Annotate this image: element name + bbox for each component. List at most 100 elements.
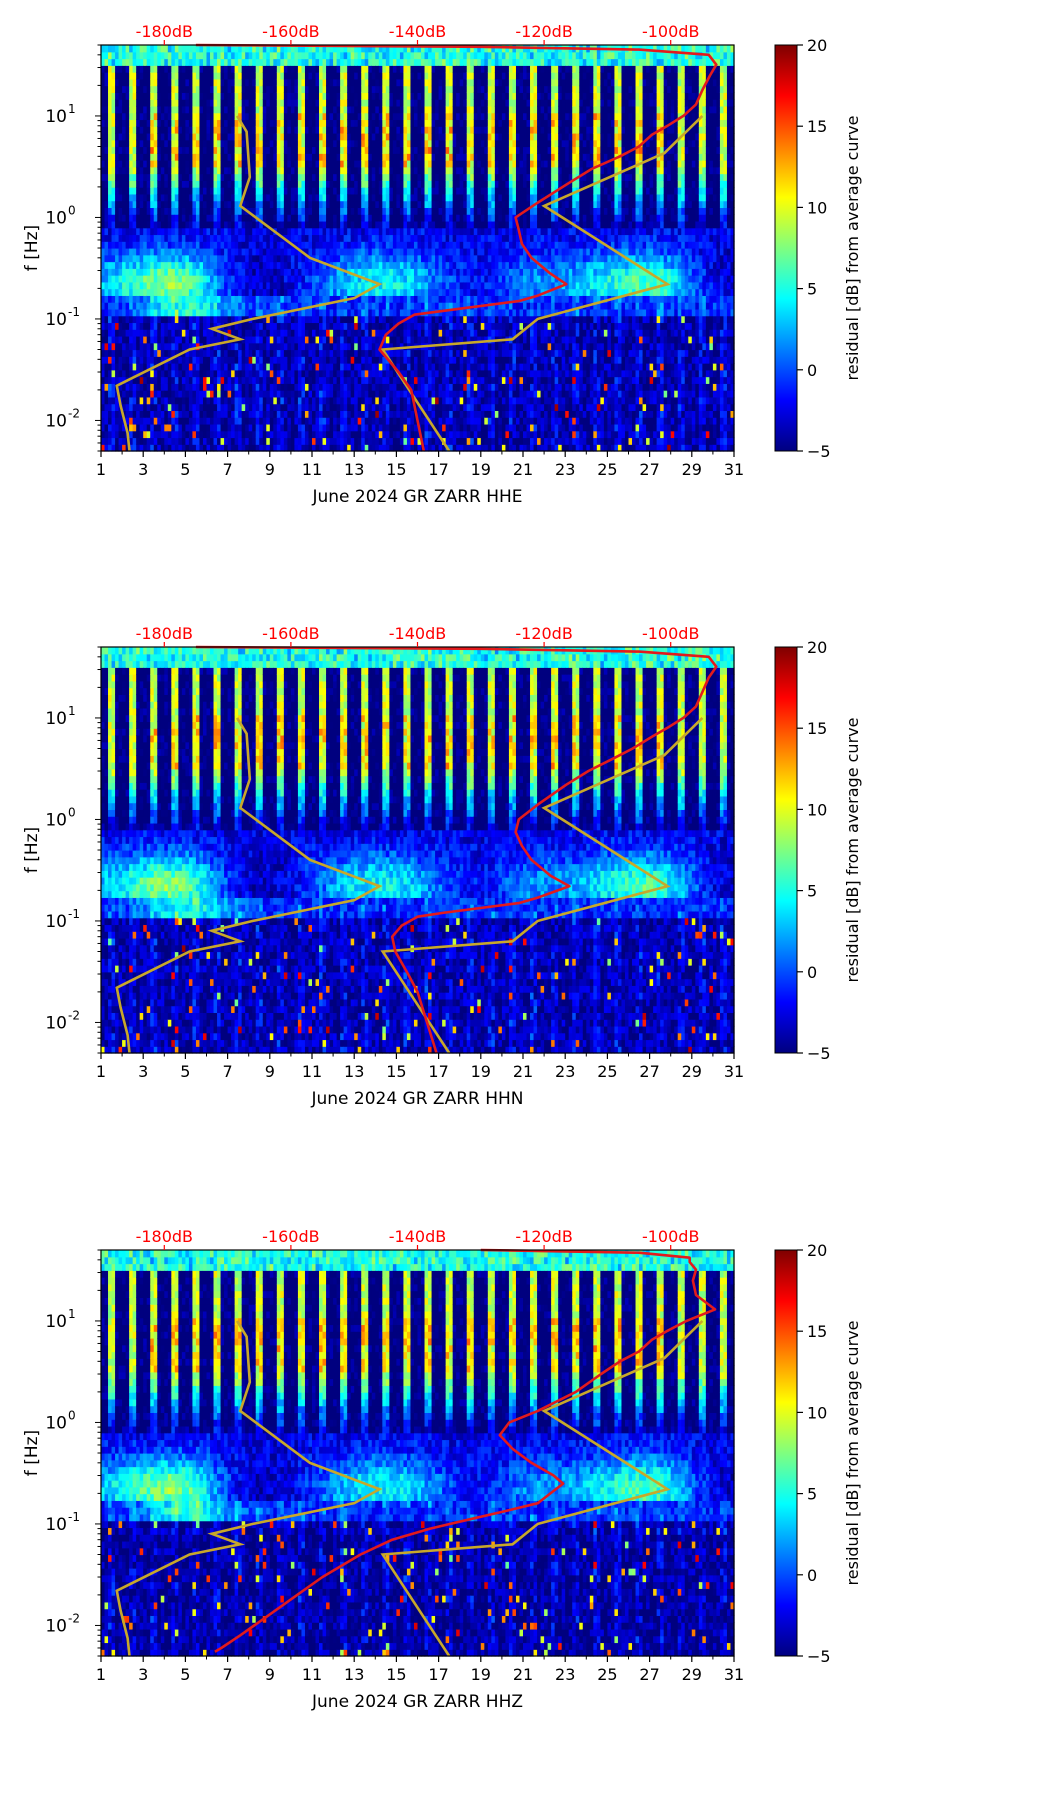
heatmap-cell — [210, 72, 215, 80]
heatmap-cell — [206, 288, 211, 296]
heatmap-cell — [252, 302, 257, 310]
heatmap-cell — [181, 241, 186, 249]
heatmap-cell — [350, 254, 355, 263]
heatmap-cell — [290, 430, 296, 439]
heatmap-cell — [199, 329, 204, 337]
heatmap-cell — [364, 410, 369, 418]
heatmap-cell — [315, 126, 320, 134]
heatmap-cell — [213, 410, 218, 418]
heatmap-cell — [181, 173, 186, 181]
heatmap-cell — [224, 187, 229, 195]
heatmap-cell — [259, 410, 264, 418]
heatmap-cell — [368, 72, 373, 80]
heatmap-cell — [129, 254, 134, 263]
heatmap-cell — [326, 342, 331, 351]
heatmap-cell — [290, 58, 296, 66]
heatmap-cell — [153, 376, 158, 384]
heatmap-cell — [213, 241, 218, 249]
heatmap-cell — [122, 356, 127, 364]
heatmap-cell — [111, 241, 116, 249]
heatmap-cell — [255, 78, 260, 87]
heatmap-cell — [195, 234, 201, 242]
heatmap-cell — [125, 335, 130, 344]
heatmap-cell — [304, 45, 310, 53]
heatmap-cell — [368, 78, 373, 87]
heatmap-cell — [326, 248, 331, 256]
heatmap-cell — [350, 410, 355, 418]
heatmap-cell — [350, 160, 355, 168]
heatmap-cell — [378, 363, 383, 371]
heatmap-cell — [101, 112, 106, 121]
heatmap-cell — [188, 180, 194, 188]
heatmap-cell — [224, 281, 229, 290]
heatmap-cell — [368, 437, 373, 445]
heatmap-cell — [308, 275, 313, 283]
heatmap-cell — [389, 99, 394, 107]
heatmap-cell — [174, 160, 179, 168]
heatmap-cell — [143, 302, 148, 310]
heatmap-cell — [347, 437, 352, 445]
heatmap-cell — [287, 146, 292, 154]
heatmap-cell — [153, 227, 158, 236]
heatmap-cell — [227, 99, 232, 107]
heatmap-cell — [202, 308, 208, 317]
heatmap-cell — [213, 342, 218, 351]
heatmap-cell — [153, 193, 158, 202]
heatmap-cell — [122, 281, 127, 290]
heatmap-cell — [217, 430, 222, 439]
heatmap-cell — [252, 92, 257, 100]
heatmap-cell — [174, 72, 179, 80]
heatmap-cell — [287, 78, 292, 87]
heatmap-cell — [174, 180, 179, 188]
heatmap-cell — [304, 302, 310, 310]
heatmap-cell — [125, 193, 130, 202]
heatmap-cell — [273, 254, 278, 263]
heatmap-cell — [195, 92, 201, 100]
heatmap-cell — [255, 322, 260, 330]
heatmap-cell — [178, 417, 183, 425]
heatmap-cell — [329, 248, 334, 256]
heatmap-cell — [164, 261, 169, 269]
heatmap-cell — [329, 376, 334, 384]
heatmap-cell — [326, 275, 331, 283]
heatmap-cell — [157, 85, 162, 93]
heatmap-cell — [357, 180, 362, 188]
heatmap-cell — [153, 119, 158, 127]
heatmap-cell — [153, 396, 158, 405]
heatmap-cell — [322, 254, 327, 263]
heatmap-cell — [174, 335, 179, 344]
heatmap-cell — [350, 403, 355, 411]
heatmap-cell — [164, 45, 169, 53]
heatmap-cell — [280, 383, 285, 391]
heatmap-cell — [213, 187, 218, 195]
heatmap-cell — [174, 295, 179, 303]
heatmap-cell — [319, 78, 324, 87]
heatmap-cell — [136, 99, 141, 107]
heatmap-cell — [234, 166, 239, 175]
heatmap-cell — [343, 288, 348, 296]
heatmap-cell — [276, 193, 281, 202]
heatmap-cell — [304, 275, 310, 283]
heatmap-cell — [371, 99, 376, 107]
heatmap-cell — [312, 105, 317, 114]
heatmap-cell — [150, 329, 155, 337]
heatmap-cell — [132, 72, 137, 80]
heatmap-cell — [322, 112, 327, 121]
heatmap-cell — [364, 342, 369, 351]
heatmap-cell — [217, 302, 222, 310]
heatmap-cell — [115, 248, 120, 256]
heatmap-cell — [375, 322, 380, 330]
heatmap-cell — [160, 207, 165, 215]
heatmap-cell — [301, 315, 306, 324]
heatmap-cell — [167, 200, 172, 208]
heatmap-cell — [192, 356, 197, 364]
heatmap-cell — [266, 430, 271, 439]
heatmap-cell — [199, 85, 204, 93]
heatmap-cell — [157, 254, 162, 263]
heatmap-cell — [118, 132, 123, 141]
heatmap-cell — [259, 92, 264, 100]
heatmap-cell — [104, 410, 109, 418]
heatmap-cell — [210, 363, 215, 371]
heatmap-cell — [259, 403, 264, 411]
heatmap-cell — [220, 119, 225, 127]
